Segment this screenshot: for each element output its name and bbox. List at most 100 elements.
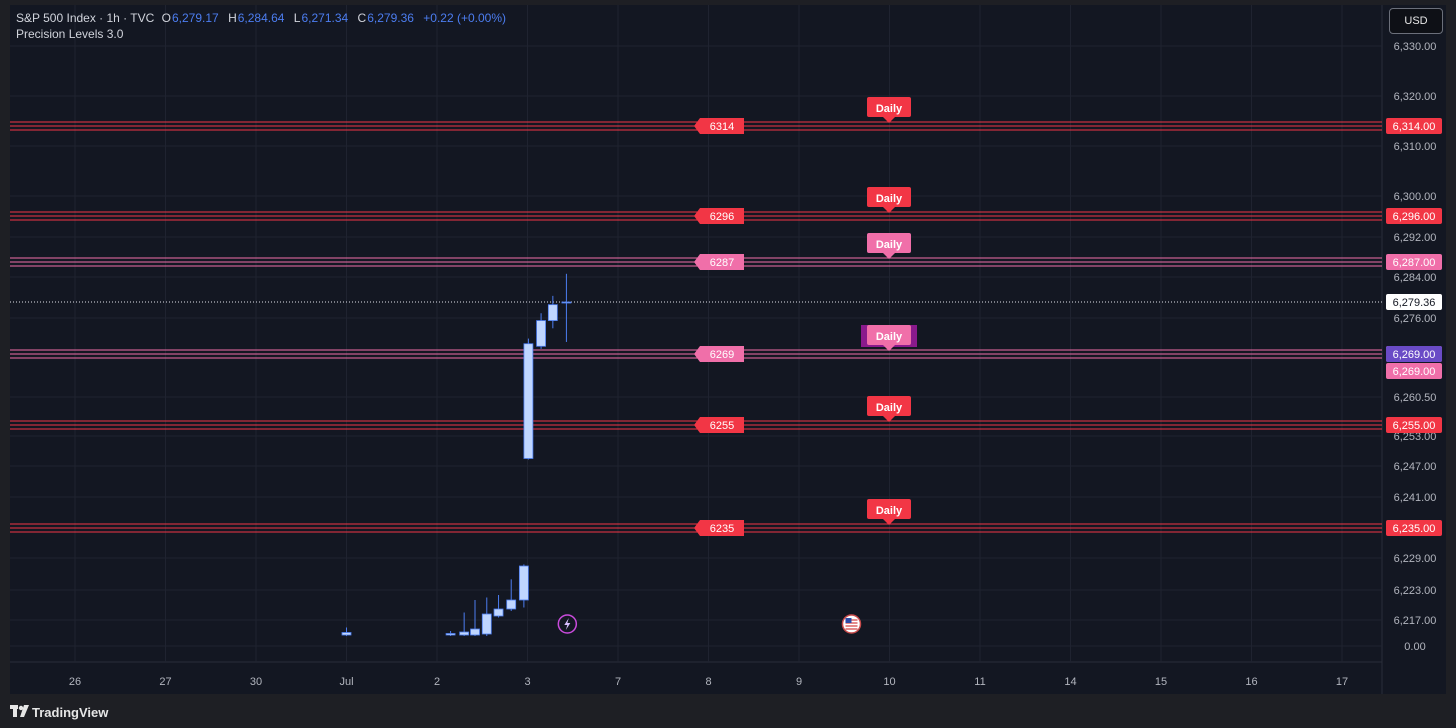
level-axis-label-secondary-text: 6,269.00 [1393, 366, 1436, 378]
level-6314[interactable]: 6314 Daily 6,314.00 [10, 97, 1442, 134]
candle-body [506, 599, 517, 610]
time-tick-label: 3 [524, 676, 530, 688]
price-tick-label: 6,330.00 [1394, 41, 1437, 53]
time-tick-label: Jul [339, 676, 353, 688]
high-value: 6,284.64 [237, 11, 285, 25]
level-label: 6255 [710, 420, 734, 432]
time-tick-label: 7 [615, 676, 621, 688]
level-label-box [694, 417, 744, 433]
symbol-header: S&P 500 Index · 1h · TVC O6,279.17 H6,28… [16, 11, 510, 25]
level-6287[interactable]: 6287 Daily 6,287.00 [10, 233, 1442, 270]
level-axis-label: 6,255.00 [1393, 420, 1436, 432]
candle[interactable] [506, 579, 517, 611]
candle[interactable] [481, 597, 492, 637]
candle[interactable] [518, 564, 529, 608]
level-axis-label: 6,314.00 [1393, 121, 1436, 133]
level-tag-box [867, 396, 911, 416]
candle-body [341, 632, 352, 636]
lightning-icon[interactable] [557, 614, 578, 634]
level-label-box [694, 208, 744, 224]
candle[interactable] [470, 600, 480, 636]
candle[interactable] [547, 295, 558, 329]
price-tick-label: 6,310.00 [1394, 141, 1437, 153]
time-tick-label: 27 [159, 676, 171, 688]
currency-button[interactable]: USD [1389, 8, 1443, 34]
price-tick-label: 6,223.00 [1394, 585, 1437, 597]
candles [341, 273, 572, 637]
price-tick-label: 6,276.00 [1394, 313, 1437, 325]
level-6296[interactable]: 6296 Daily 6,296.00 [10, 187, 1442, 224]
candle-body [481, 613, 492, 635]
level-tag: Daily [876, 505, 903, 517]
level-tag: Daily [876, 402, 903, 414]
current-price-box [1386, 294, 1442, 310]
candle-body [459, 631, 470, 636]
level-axis-label: 6,287.00 [1393, 257, 1436, 269]
low-label: L [293, 11, 301, 25]
level-tag-pointer [883, 207, 895, 213]
level-6255[interactable]: 6255 Daily 6,255.00 [10, 396, 1442, 433]
time-tick-label: 15 [1155, 676, 1167, 688]
close-label: C [357, 11, 367, 25]
level-axis-label-box [1386, 417, 1442, 433]
indicator-name[interactable]: Precision Levels 3.0 [16, 27, 124, 41]
level-6235[interactable]: 6235 Daily 6,235.00 [10, 499, 1442, 536]
symbol-title[interactable]: S&P 500 Index · 1h · TVC [16, 11, 155, 25]
candle-body [547, 304, 558, 321]
us-flag-icon[interactable] [841, 614, 862, 634]
level-axis-label: 6,235.00 [1393, 523, 1436, 535]
candle[interactable] [536, 313, 546, 349]
level-axis-label-alt-box [1386, 346, 1442, 362]
level-tag-box [867, 499, 911, 519]
footer-bar [0, 696, 1456, 728]
level-tag-box [867, 233, 911, 253]
candle[interactable] [459, 612, 470, 637]
price-tick-label: 6,229.00 [1394, 553, 1437, 565]
level-label: 6287 [710, 257, 734, 269]
time-tick-label: 8 [705, 676, 711, 688]
level-label-box [694, 118, 744, 134]
level-label-box [694, 520, 744, 536]
level-tag-pointer [883, 117, 895, 123]
time-tick-label: 10 [883, 676, 895, 688]
tradingview-logo-icon[interactable] [10, 704, 30, 718]
close-value: 6,279.36 [367, 11, 414, 25]
candle[interactable] [561, 273, 572, 342]
flag-icon-canton [845, 618, 852, 623]
level-tag-box [867, 97, 911, 117]
level-label-box [694, 346, 744, 362]
level-label: 6296 [710, 211, 734, 223]
level-label: 6314 [710, 121, 734, 133]
time-tick-label: 9 [796, 676, 802, 688]
brand-name[interactable]: TradingView [32, 705, 109, 720]
current-price-label: 6,279.36 [1393, 297, 1436, 309]
level-axis-label-secondary-box [1386, 363, 1442, 379]
candle[interactable] [341, 627, 352, 637]
price-tick-label: 6,300.00 [1394, 191, 1437, 203]
candle[interactable] [523, 338, 534, 460]
price-tick-label: 6,320.00 [1394, 91, 1437, 103]
level-tag-pointer [883, 519, 895, 525]
candle-body [493, 608, 504, 617]
level-label: 6269 [710, 349, 734, 361]
candle-body [523, 343, 534, 459]
candle-body [561, 301, 572, 304]
level-axis-label-alt: 6,269.00 [1393, 349, 1436, 361]
time-axis: 26 27 30 Jul 2 3 7 8 9 10 11 14 15 16 17 [69, 676, 1348, 688]
level-tag: Daily [876, 103, 903, 115]
candle-body [518, 565, 529, 601]
level-axis-label-box [1386, 118, 1442, 134]
candle[interactable] [493, 595, 504, 618]
price-tick-label: 6,247.00 [1394, 461, 1437, 473]
level-tag-box [867, 187, 911, 207]
level-label-box [694, 254, 744, 270]
high-label: H [228, 11, 237, 25]
price-axis: 6,330.00 6,320.00 6,310.00 6,300.00 6,292.00… [1394, 41, 1437, 653]
price-tick-label: 0.00 [1404, 641, 1425, 653]
level-axis-label-box [1386, 254, 1442, 270]
time-tick-label: 30 [250, 676, 262, 688]
candle[interactable] [445, 631, 456, 636]
price-tick-label: 6,260.50 [1394, 392, 1437, 404]
time-tick-label: 26 [69, 676, 81, 688]
